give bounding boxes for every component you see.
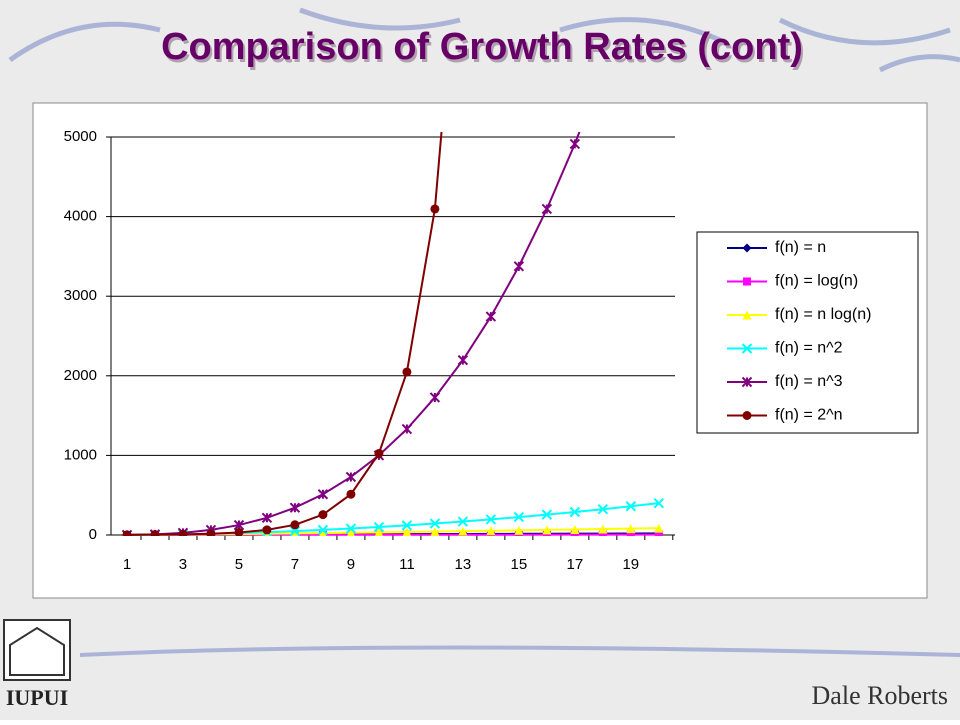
y-tick-label: 1000 [64, 446, 97, 463]
legend [697, 232, 918, 433]
marker [234, 528, 243, 537]
marker [402, 367, 411, 376]
x-tick-label: 1 [123, 556, 131, 573]
x-tick-label: 17 [566, 556, 583, 573]
y-tick-label: 0 [89, 526, 97, 543]
slide-title: Comparison of Growth Rates (cont) [161, 26, 803, 68]
footer: Dale Roberts [812, 681, 948, 710]
marker [743, 278, 751, 286]
x-tick-label: 19 [622, 556, 639, 573]
x-tick-label: 13 [455, 556, 472, 573]
legend-label: f(n) = 2^n [775, 407, 843, 424]
legend-label: f(n) = log(n) [775, 273, 858, 290]
marker [262, 525, 271, 534]
x-tick-label: 9 [347, 556, 355, 573]
logo: IUPUI [4, 620, 70, 710]
x-tick-label: 11 [399, 556, 415, 573]
legend-label: f(n) = n^2 [775, 340, 843, 357]
marker [374, 449, 383, 458]
legend-label: f(n) = n log(n) [775, 306, 871, 323]
logo-text: IUPUI [6, 685, 68, 710]
x-tick-label: 3 [179, 556, 187, 573]
marker [430, 204, 439, 213]
marker [346, 490, 355, 499]
marker [743, 411, 752, 420]
x-tick-label: 5 [235, 556, 243, 573]
marker [290, 520, 299, 529]
y-tick-label: 4000 [64, 208, 97, 225]
x-tick-label: 15 [511, 556, 528, 573]
legend-label: f(n) = n [775, 239, 826, 256]
y-tick-label: 2000 [64, 367, 97, 384]
legend-label: f(n) = n^3 [775, 373, 843, 390]
y-tick-label: 5000 [64, 128, 97, 145]
y-tick-label: 3000 [64, 287, 97, 304]
marker [318, 510, 327, 519]
x-tick-label: 7 [291, 556, 299, 573]
